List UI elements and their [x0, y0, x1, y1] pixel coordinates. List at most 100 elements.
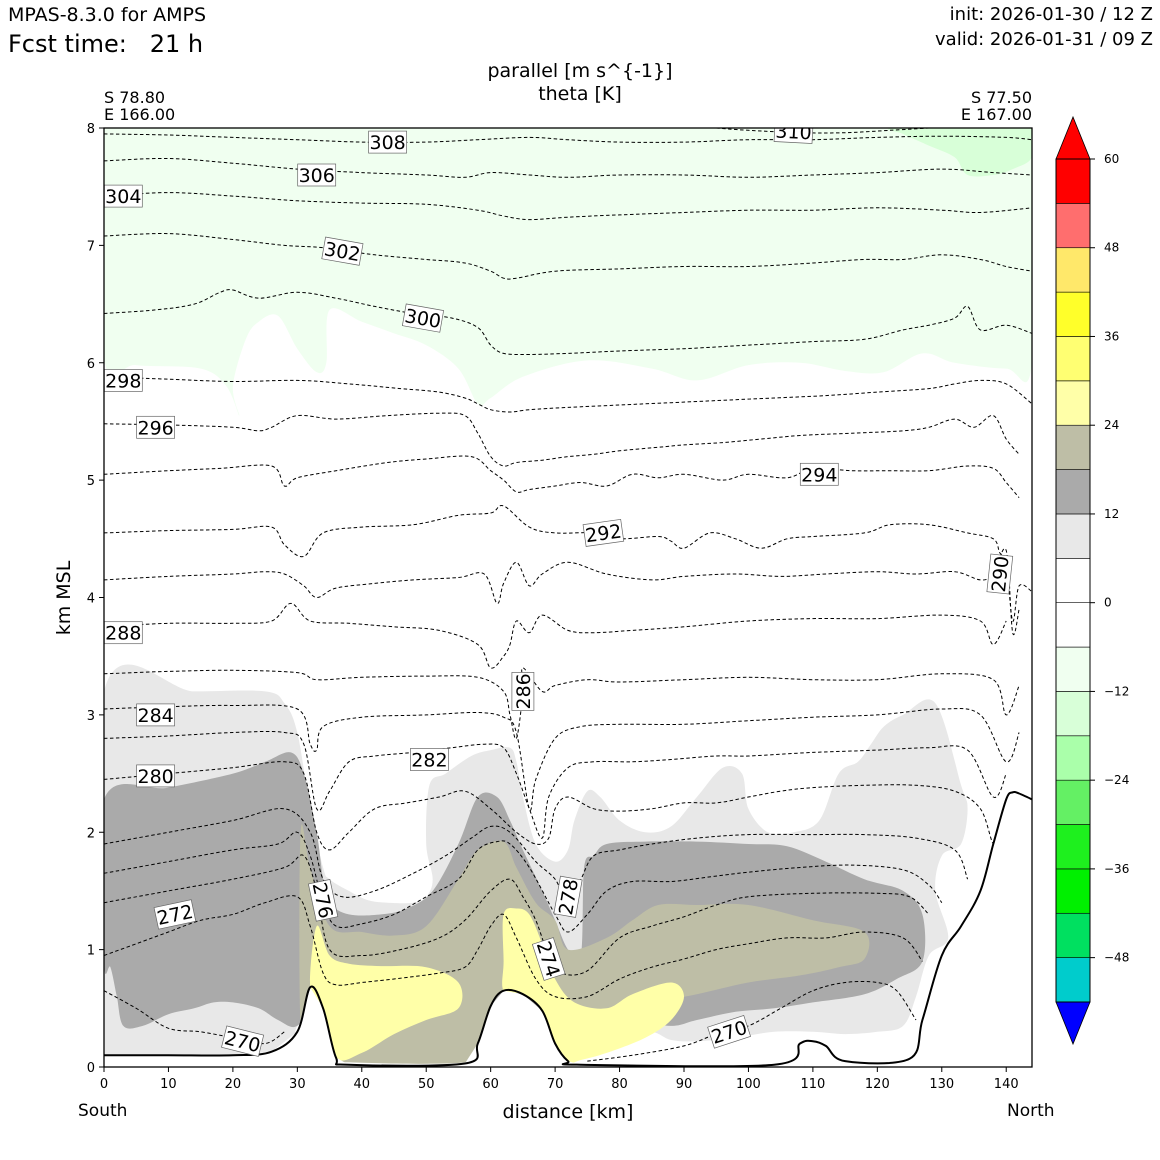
colorbar-segment [1055, 380, 1091, 426]
contour-label-text: 304 [105, 186, 141, 208]
theta-contour-286 [104, 667, 1020, 740]
theta-contour-288 [104, 602, 1007, 669]
contour-label-text: 298 [105, 370, 141, 392]
x-tick-label: 40 [354, 1077, 371, 1092]
contour-label-306: 306 [297, 163, 337, 187]
contour-label-280: 280 [136, 764, 175, 788]
y-tick-label: 7 [87, 239, 95, 254]
y-tick-label: 5 [87, 474, 95, 489]
colorbar-frame [1055, 158, 1091, 1003]
wind-shading-layer [104, 128, 1032, 1067]
contour-label-310: 310 [773, 121, 814, 145]
contour-label-290: 290 [986, 553, 1014, 595]
terrain-line [104, 790, 1032, 1067]
colorbar-segment [1055, 336, 1091, 382]
init-time: init: 2026-01-30 / 12 Z [949, 4, 1153, 25]
y-tick-label: 6 [87, 357, 95, 372]
contour-label-text: 306 [299, 165, 335, 187]
colorbar-tick-label: 0 [1104, 596, 1112, 610]
colorbar-tick-label: 24 [1104, 418, 1119, 432]
theta-contour-280 [104, 761, 1001, 851]
start-direction-label: South [78, 1101, 128, 1121]
x-tick-label: 70 [547, 1077, 564, 1092]
y-axis-label: km MSL [53, 560, 75, 635]
colorbar-extend-max [1055, 115, 1091, 160]
model-title: MPAS-8.3.0 for AMPS [8, 4, 207, 26]
end-direction-label: North [1007, 1101, 1055, 1121]
contour-label-text: 282 [411, 750, 447, 772]
contour-label-text: 290 [988, 555, 1014, 593]
colorbar-segment [1055, 513, 1091, 559]
contour-label-text: 286 [513, 673, 535, 709]
x-axis: 0 10 20 30 40 50 60 70 80 90 100 110 120 130 140 [100, 1067, 1019, 1092]
colorbar-tick-label: 60 [1104, 152, 1119, 166]
contour-label-276: 276 [308, 879, 339, 922]
x-tick-label: 20 [225, 1077, 242, 1092]
contour-label-292: 292 [582, 518, 625, 547]
colorbar-segment [1055, 646, 1091, 692]
theta-contour-272 [104, 895, 923, 1000]
colorbar-segment [1055, 735, 1091, 781]
y-tick-label: 1 [87, 944, 95, 959]
x-tick-label: 10 [160, 1077, 177, 1092]
y-tick-label: 4 [87, 592, 95, 607]
theta-contour-298 [104, 376, 1032, 413]
colorbar-tick-label: −48 [1104, 951, 1129, 965]
theta-contour-296 [104, 412, 1020, 467]
theta-contour-294 [104, 455, 1020, 499]
start-longitude: E 166.00 [104, 105, 176, 124]
contour-label-text: 294 [801, 464, 837, 486]
contour-label-304: 304 [104, 184, 143, 208]
colorbar-tick-label: −36 [1104, 862, 1129, 876]
colorbar-segment [1055, 158, 1091, 204]
end-latitude: S 77.50 [970, 88, 1032, 107]
theta-contour-302 [104, 233, 1032, 280]
x-tick-label: 80 [611, 1077, 628, 1092]
x-tick-label: 0 [100, 1077, 108, 1092]
colorbar-segment [1055, 957, 1091, 1003]
y-tick-label: 0 [87, 1061, 95, 1076]
x-tick-label: 130 [929, 1077, 954, 1092]
end-longitude: E 167.00 [960, 105, 1032, 124]
colorbar: 60 48 36 24 12 0 −12 −24 −36 −48 [1055, 115, 1129, 1046]
shading-region-1 [887, 128, 1032, 177]
x-axis-label: distance [km] [503, 1101, 634, 1123]
contour-label-text: 292 [584, 520, 623, 547]
x-tick-label: 100 [736, 1077, 761, 1092]
contour-label-text: 284 [137, 705, 173, 727]
theta-contour-282 [104, 730, 1007, 839]
contour-label-298: 298 [104, 369, 143, 392]
y-tick-label: 2 [87, 826, 95, 841]
x-tick-label: 60 [482, 1077, 499, 1092]
contour-label-302: 302 [321, 236, 364, 266]
contour-label-288: 288 [104, 621, 143, 645]
colorbar-segment [1055, 824, 1091, 870]
x-tick-label: 90 [676, 1077, 693, 1092]
y-tick-label: 3 [87, 709, 95, 724]
colorbar-segment [1055, 291, 1091, 337]
theta-contour-284 [104, 704, 1020, 811]
theta-contour-308 [104, 133, 1032, 143]
x-tick-label: 110 [800, 1077, 825, 1092]
theta-contour-292 [104, 504, 1032, 622]
theta-contour-276 [104, 831, 943, 933]
chart-title-line-1: parallel [m s^{-1}] [487, 60, 673, 82]
theta-contour-304 [104, 192, 1032, 221]
theta-contour-290 [104, 548, 1020, 636]
forecast-time: Fcst time: 21 h [8, 30, 204, 58]
shading-region-5 [310, 925, 463, 1061]
contour-label-296: 296 [136, 415, 175, 439]
contour-label-text: 280 [137, 766, 173, 788]
colorbar-segment [1055, 247, 1091, 293]
colorbar-segment [1055, 424, 1091, 470]
colorbar-extend-min [1055, 1001, 1091, 1046]
contour-label-294: 294 [799, 462, 839, 486]
colorbar-segment [1055, 691, 1091, 737]
colorbar-segment [1055, 203, 1091, 249]
theta-contour-270 [104, 990, 285, 1045]
contour-label-text: 288 [105, 623, 141, 645]
y-tick-label: 8 [87, 122, 95, 137]
colorbar-segment [1055, 868, 1091, 914]
contour-label-text: 310 [775, 121, 812, 145]
